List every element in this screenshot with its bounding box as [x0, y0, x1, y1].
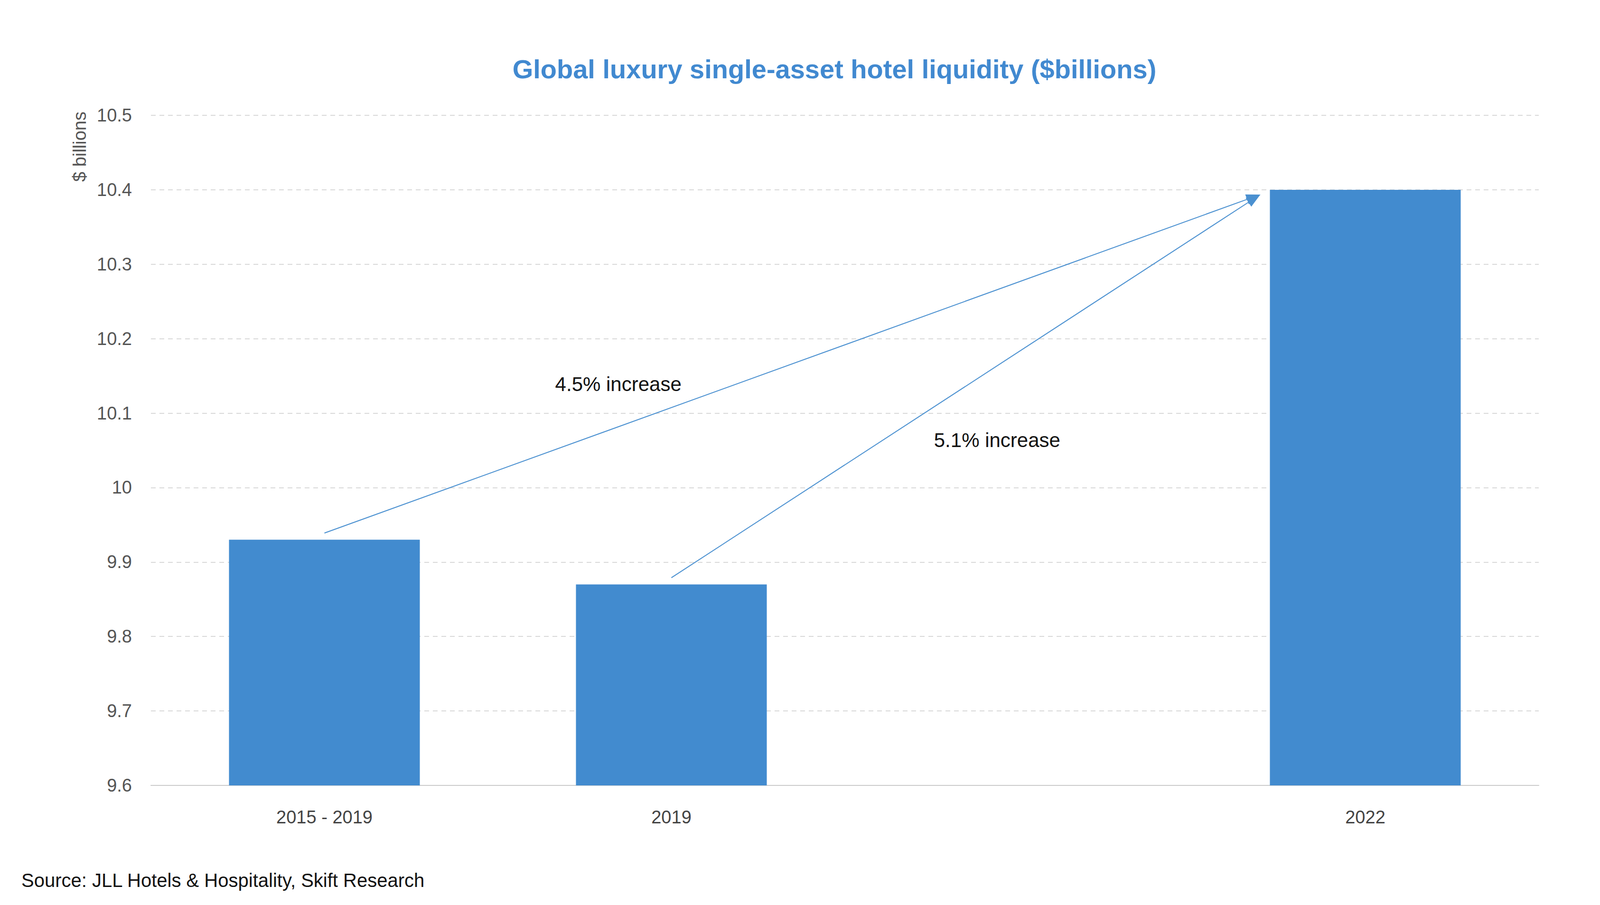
svg-text:4.5% increase: 4.5% increase	[555, 373, 682, 396]
svg-text:$ billions: $ billions	[69, 111, 90, 182]
svg-text:9.9: 9.9	[106, 552, 132, 572]
svg-text:Source: JLL Hotels & Hospitali: Source: JLL Hotels & Hospitality, Skift …	[21, 870, 425, 891]
svg-text:10.4: 10.4	[96, 179, 132, 200]
svg-text:10.3: 10.3	[96, 254, 132, 275]
svg-text:2022: 2022	[1345, 807, 1386, 828]
svg-text:9.6: 9.6	[106, 775, 132, 796]
svg-text:10.1: 10.1	[96, 403, 132, 424]
svg-text:Global luxury single-asset hot: Global luxury single-asset hotel liquidi…	[512, 54, 1157, 85]
svg-text:10.5: 10.5	[96, 105, 132, 126]
svg-text:10: 10	[112, 477, 132, 498]
svg-text:10.2: 10.2	[96, 328, 132, 349]
svg-text:2015 - 2019: 2015 - 2019	[276, 807, 373, 828]
svg-text:2019: 2019	[651, 807, 692, 828]
svg-text:9.7: 9.7	[106, 701, 132, 721]
svg-text:9.8: 9.8	[106, 626, 132, 647]
svg-text:5.1% increase: 5.1% increase	[934, 429, 1061, 452]
